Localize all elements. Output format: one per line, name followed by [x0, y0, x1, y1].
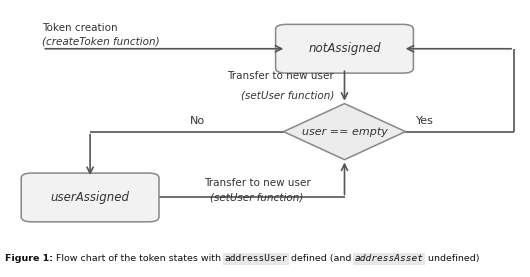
Text: addressAsset: addressAsset — [355, 254, 423, 263]
Text: userAssigned: userAssigned — [50, 191, 130, 204]
Text: (setUser function): (setUser function) — [241, 91, 334, 101]
Text: notAssigned: notAssigned — [308, 42, 381, 55]
Text: Transfer to new user: Transfer to new user — [204, 178, 311, 188]
FancyBboxPatch shape — [276, 24, 413, 73]
Polygon shape — [284, 104, 405, 160]
Text: addressUser: addressUser — [224, 254, 287, 263]
Text: Yes: Yes — [416, 116, 434, 125]
Text: (setUser function): (setUser function) — [210, 192, 304, 202]
Text: (createToken function): (createToken function) — [42, 36, 160, 46]
Text: user == empty: user == empty — [302, 127, 387, 137]
Text: No: No — [190, 116, 205, 125]
Text: Figure 1:: Figure 1: — [5, 254, 53, 263]
Text: defined (and: defined (and — [288, 254, 355, 263]
Text: Transfer to new user: Transfer to new user — [227, 71, 334, 81]
Text: undefined): undefined) — [425, 254, 479, 263]
FancyBboxPatch shape — [21, 173, 159, 222]
Text: Token creation: Token creation — [42, 23, 118, 33]
Text: Flow chart of the token states with: Flow chart of the token states with — [53, 254, 224, 263]
